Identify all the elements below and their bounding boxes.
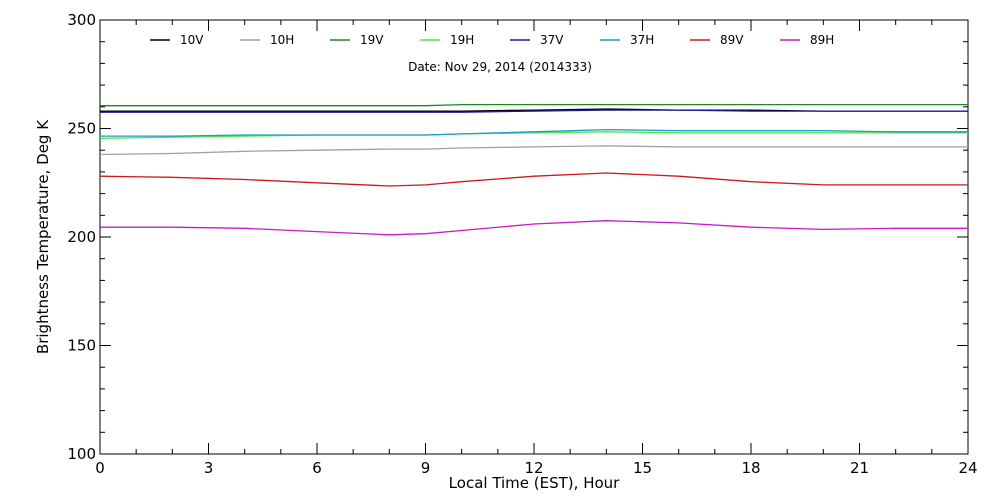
x-tick-label: 12	[524, 459, 543, 477]
legend-label: 89V	[720, 33, 744, 47]
y-tick-label: 150	[67, 337, 96, 355]
legend-label: 19V	[360, 33, 384, 47]
series-line-19v	[100, 103, 968, 107]
series-line-10h	[99, 145, 968, 156]
legend: 10V 10H 19V 19H 37V 37H 89V 89H	[150, 33, 834, 47]
legend-label: 10V	[180, 33, 204, 47]
legend-label: 10H	[270, 33, 294, 47]
legend-label: 37H	[630, 33, 654, 47]
x-tick-label: 3	[204, 459, 214, 477]
series-line-89h	[100, 220, 968, 236]
axis-ticks	[99, 19, 969, 455]
x-tick-label: 0	[95, 459, 105, 477]
legend-label: 37V	[540, 33, 564, 47]
x-tick-label: 21	[850, 459, 869, 477]
y-tick-label: 250	[67, 120, 96, 138]
y-tick-label: 100	[67, 445, 96, 463]
legend-label: 19H	[450, 33, 474, 47]
legend-label: 89H	[810, 33, 834, 47]
series-line-89v	[99, 172, 968, 187]
series-line-37v	[100, 109, 968, 113]
x-tick-label: 18	[741, 459, 760, 477]
y-tick-label: 300	[67, 11, 96, 29]
series-lines	[99, 103, 968, 236]
x-tick-label: 9	[421, 459, 431, 477]
y-tick-label: 200	[67, 228, 96, 246]
x-tick-label: 15	[633, 459, 652, 477]
chart-subtitle: Date: Nov 29, 2014 (2014333)	[408, 60, 592, 74]
x-axis-label: Local Time (EST), Hour	[449, 474, 620, 492]
x-tick-label: 24	[958, 459, 977, 477]
x-tick-label: 6	[312, 459, 322, 477]
plot-frame	[99, 19, 969, 455]
y-axis-label: Brightness Temperature, Deg K	[34, 119, 52, 354]
series-line-37h	[100, 128, 968, 137]
axis-tick-labels: 0 3 6 9 12 15 18 21 24 100 150 200 250 300	[67, 11, 977, 477]
